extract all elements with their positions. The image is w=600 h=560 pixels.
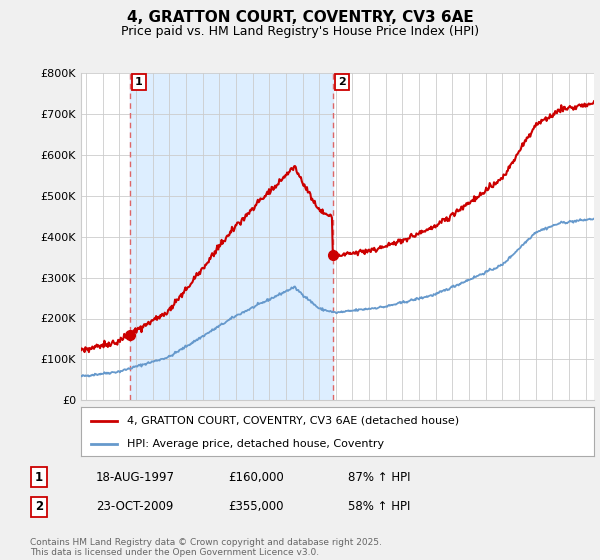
Bar <box>130 73 332 400</box>
Text: HPI: Average price, detached house, Coventry: HPI: Average price, detached house, Cove… <box>127 439 384 449</box>
Text: Price paid vs. HM Land Registry's House Price Index (HPI): Price paid vs. HM Land Registry's House … <box>121 25 479 38</box>
Text: 2: 2 <box>35 500 43 514</box>
Text: 58% ↑ HPI: 58% ↑ HPI <box>348 500 410 514</box>
Text: 4, GRATTON COURT, COVENTRY, CV3 6AE: 4, GRATTON COURT, COVENTRY, CV3 6AE <box>127 10 473 25</box>
Text: 18-AUG-1997: 18-AUG-1997 <box>96 470 175 484</box>
Text: 4, GRATTON COURT, COVENTRY, CV3 6AE (detached house): 4, GRATTON COURT, COVENTRY, CV3 6AE (det… <box>127 416 459 426</box>
Text: 23-OCT-2009: 23-OCT-2009 <box>96 500 173 514</box>
Text: £160,000: £160,000 <box>228 470 284 484</box>
Text: 1: 1 <box>35 470 43 484</box>
Text: £355,000: £355,000 <box>228 500 284 514</box>
Text: Contains HM Land Registry data © Crown copyright and database right 2025.
This d: Contains HM Land Registry data © Crown c… <box>30 538 382 557</box>
Text: 2: 2 <box>338 77 346 87</box>
Text: 1: 1 <box>135 77 143 87</box>
Text: 87% ↑ HPI: 87% ↑ HPI <box>348 470 410 484</box>
